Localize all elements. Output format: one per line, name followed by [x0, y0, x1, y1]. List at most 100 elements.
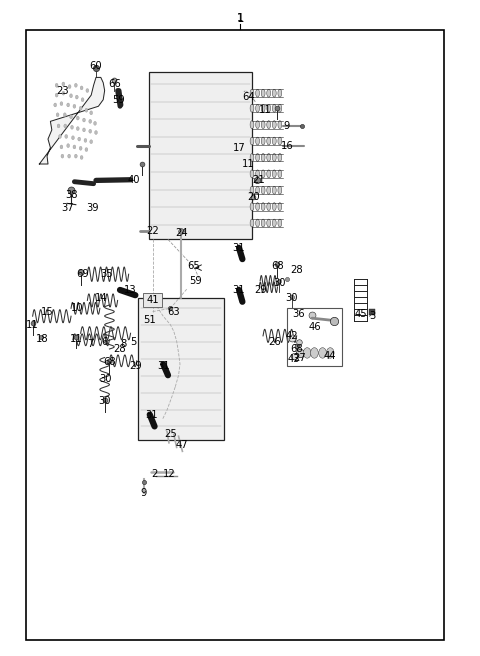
Text: 11: 11: [70, 334, 82, 344]
Circle shape: [80, 86, 83, 90]
Text: 13: 13: [124, 285, 137, 295]
Circle shape: [79, 146, 82, 150]
Text: 42: 42: [286, 331, 298, 341]
Text: 8: 8: [120, 339, 127, 350]
Ellipse shape: [278, 137, 282, 145]
Text: 25: 25: [164, 429, 177, 440]
Text: 20: 20: [247, 192, 260, 202]
Circle shape: [71, 125, 73, 129]
Bar: [143, 293, 162, 307]
Ellipse shape: [278, 89, 282, 97]
Ellipse shape: [256, 219, 260, 227]
Ellipse shape: [250, 186, 254, 194]
Ellipse shape: [261, 154, 265, 161]
Circle shape: [55, 93, 58, 97]
Text: 26: 26: [268, 337, 281, 348]
Circle shape: [74, 154, 77, 158]
Text: 59: 59: [190, 276, 202, 286]
Text: 9: 9: [141, 488, 147, 499]
Circle shape: [89, 119, 92, 123]
Circle shape: [76, 127, 79, 131]
Ellipse shape: [278, 154, 282, 161]
Text: 1: 1: [236, 12, 244, 25]
Ellipse shape: [278, 104, 282, 112]
Circle shape: [67, 103, 70, 107]
Text: 24: 24: [175, 228, 188, 238]
Text: 37: 37: [61, 203, 73, 213]
Text: 68: 68: [271, 260, 284, 271]
Circle shape: [95, 131, 97, 134]
Text: 43: 43: [288, 354, 300, 365]
Circle shape: [60, 145, 63, 149]
Circle shape: [59, 134, 61, 138]
Circle shape: [56, 113, 59, 117]
Text: 45: 45: [355, 308, 367, 319]
Text: 10: 10: [71, 303, 83, 314]
Circle shape: [79, 106, 82, 110]
Ellipse shape: [278, 203, 282, 211]
Text: 47: 47: [175, 440, 188, 450]
Ellipse shape: [278, 121, 282, 129]
Circle shape: [67, 144, 70, 148]
Text: 15: 15: [41, 306, 53, 317]
Text: 40: 40: [127, 174, 140, 185]
Text: 7: 7: [87, 339, 94, 350]
Text: 66: 66: [108, 79, 120, 89]
Polygon shape: [39, 77, 105, 164]
Circle shape: [64, 124, 67, 128]
Text: 69: 69: [76, 269, 89, 279]
Ellipse shape: [261, 137, 265, 145]
Text: 60: 60: [90, 60, 102, 71]
Text: 31: 31: [233, 243, 245, 253]
Text: 44: 44: [324, 350, 336, 361]
Circle shape: [62, 82, 65, 86]
Ellipse shape: [278, 170, 282, 178]
Text: 11: 11: [26, 319, 39, 330]
Ellipse shape: [278, 186, 282, 194]
Text: 22: 22: [146, 226, 159, 236]
Circle shape: [83, 118, 85, 122]
Ellipse shape: [272, 154, 276, 161]
Ellipse shape: [267, 154, 271, 161]
Circle shape: [94, 121, 96, 125]
Text: 31: 31: [233, 285, 245, 295]
Text: 14: 14: [95, 293, 107, 304]
Circle shape: [81, 98, 84, 102]
Text: 29: 29: [129, 361, 142, 371]
Ellipse shape: [261, 203, 265, 211]
Circle shape: [68, 85, 71, 89]
Ellipse shape: [256, 170, 260, 178]
Circle shape: [303, 348, 311, 358]
Circle shape: [63, 113, 66, 117]
Text: 30: 30: [98, 396, 111, 407]
Text: 35: 35: [100, 269, 113, 279]
Ellipse shape: [267, 104, 271, 112]
Circle shape: [55, 83, 58, 87]
Ellipse shape: [250, 137, 254, 145]
Bar: [287, 308, 342, 366]
Text: 30: 30: [274, 278, 286, 289]
Ellipse shape: [278, 219, 282, 227]
Circle shape: [70, 115, 72, 119]
Circle shape: [74, 83, 77, 87]
Ellipse shape: [272, 219, 276, 227]
Circle shape: [319, 348, 326, 358]
Ellipse shape: [256, 121, 260, 129]
Text: 3: 3: [369, 311, 375, 321]
Ellipse shape: [272, 203, 276, 211]
Circle shape: [326, 348, 334, 358]
Ellipse shape: [272, 170, 276, 178]
Ellipse shape: [261, 89, 265, 97]
Ellipse shape: [267, 121, 271, 129]
Text: 39: 39: [86, 203, 98, 213]
Text: 27: 27: [294, 352, 306, 363]
Circle shape: [57, 124, 60, 128]
Circle shape: [62, 91, 65, 95]
Text: 28: 28: [290, 265, 303, 276]
Circle shape: [84, 138, 87, 142]
Circle shape: [90, 140, 93, 144]
Ellipse shape: [256, 186, 260, 194]
Text: 11: 11: [259, 105, 271, 115]
Text: 29: 29: [254, 285, 266, 295]
Ellipse shape: [272, 89, 276, 97]
